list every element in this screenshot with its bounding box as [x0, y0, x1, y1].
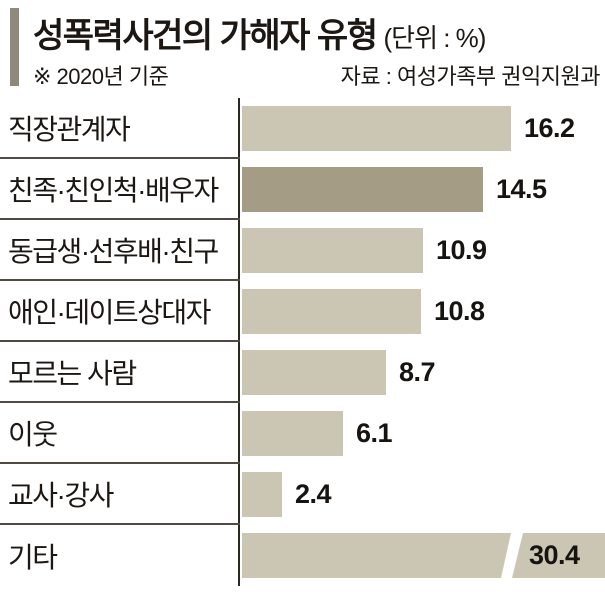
bar-area: 16.2	[240, 98, 605, 159]
value-label: 6.1	[356, 418, 393, 448]
value-label: 16.2	[524, 113, 575, 143]
category-label: 모르는 사람	[8, 357, 137, 389]
bar	[242, 106, 511, 151]
bar	[242, 289, 421, 334]
chart-row: 기타 30.4 30.4	[0, 525, 605, 586]
chart-row: 직장관계자 16.2	[0, 98, 605, 159]
bar	[242, 411, 343, 456]
value-label: 14.5	[496, 174, 547, 204]
bar	[242, 533, 511, 578]
bar-area: 14.5	[240, 159, 605, 220]
category-cell: 동급생·선후배·친구	[0, 220, 240, 281]
bar-area: 10.8	[240, 281, 605, 342]
category-cell: 직장관계자	[0, 98, 240, 159]
axis-line	[238, 98, 240, 586]
chart-header: 성폭력사건의 가해자 유형 (단위 : %) ※ 2020년 기준 자료 : 여성…	[0, 0, 605, 98]
subtitle-line: ※ 2020년 기준 자료 : 여성가족부 권익지원과	[33, 59, 601, 91]
title-accent-bar	[10, 8, 19, 86]
base-year-note: ※ 2020년 기준	[33, 64, 169, 89]
bar-area: 6.1	[240, 403, 605, 464]
bar	[242, 228, 423, 273]
chart-row: 교사·강사 2.4	[0, 464, 605, 525]
page-title: 성폭력사건의 가해자 유형	[33, 17, 378, 55]
value-label: 8.7	[399, 357, 436, 387]
bar-area: 8.7	[240, 342, 605, 403]
category-cell: 애인·데이트상대자	[0, 281, 240, 342]
value-label: 2.4	[295, 479, 332, 509]
category-label: 애인·데이트상대자	[8, 296, 211, 328]
category-label: 기타	[8, 541, 58, 573]
chart-row: 이웃 6.1	[0, 403, 605, 464]
bar-area: 30.4 30.4	[240, 525, 605, 586]
category-cell: 이웃	[0, 403, 240, 464]
bar-chart-area: 직장관계자 16.2 친족·친인척·배우자 14.5 동급생·선후배·친구 10…	[0, 98, 605, 586]
bar	[242, 167, 483, 212]
bar-area: 2.4	[240, 464, 605, 525]
value-label: 10.9	[436, 235, 487, 265]
value-label: 30.4	[529, 540, 580, 570]
chart-row: 모르는 사람 8.7	[0, 342, 605, 403]
chart-row: 동급생·선후배·친구 10.9	[0, 220, 605, 281]
category-cell: 기타	[0, 525, 240, 586]
data-source: 자료 : 여성가족부 권익지원과	[340, 64, 601, 89]
chart-row: 애인·데이트상대자 10.8	[0, 281, 605, 342]
category-label: 직장관계자	[8, 113, 131, 145]
category-cell: 친족·친인척·배우자	[0, 159, 240, 220]
chart-row: 친족·친인척·배우자 14.5	[0, 159, 605, 220]
bar-broken-segment: 30.4	[512, 533, 605, 578]
category-label: 교사·강사	[8, 479, 114, 511]
category-cell: 모르는 사람	[0, 342, 240, 403]
category-cell: 교사·강사	[0, 464, 240, 525]
category-label: 동급생·선후배·친구	[8, 235, 219, 267]
unit-label: (단위 : %)	[383, 23, 486, 53]
bar-area: 10.9	[240, 220, 605, 281]
bar	[242, 472, 282, 517]
bar	[242, 350, 386, 395]
value-label: 10.8	[434, 296, 485, 326]
category-label: 이웃	[8, 418, 58, 450]
category-label: 친족·친인척·배우자	[8, 174, 219, 206]
title-line: 성폭력사건의 가해자 유형 (단위 : %)	[33, 8, 486, 57]
